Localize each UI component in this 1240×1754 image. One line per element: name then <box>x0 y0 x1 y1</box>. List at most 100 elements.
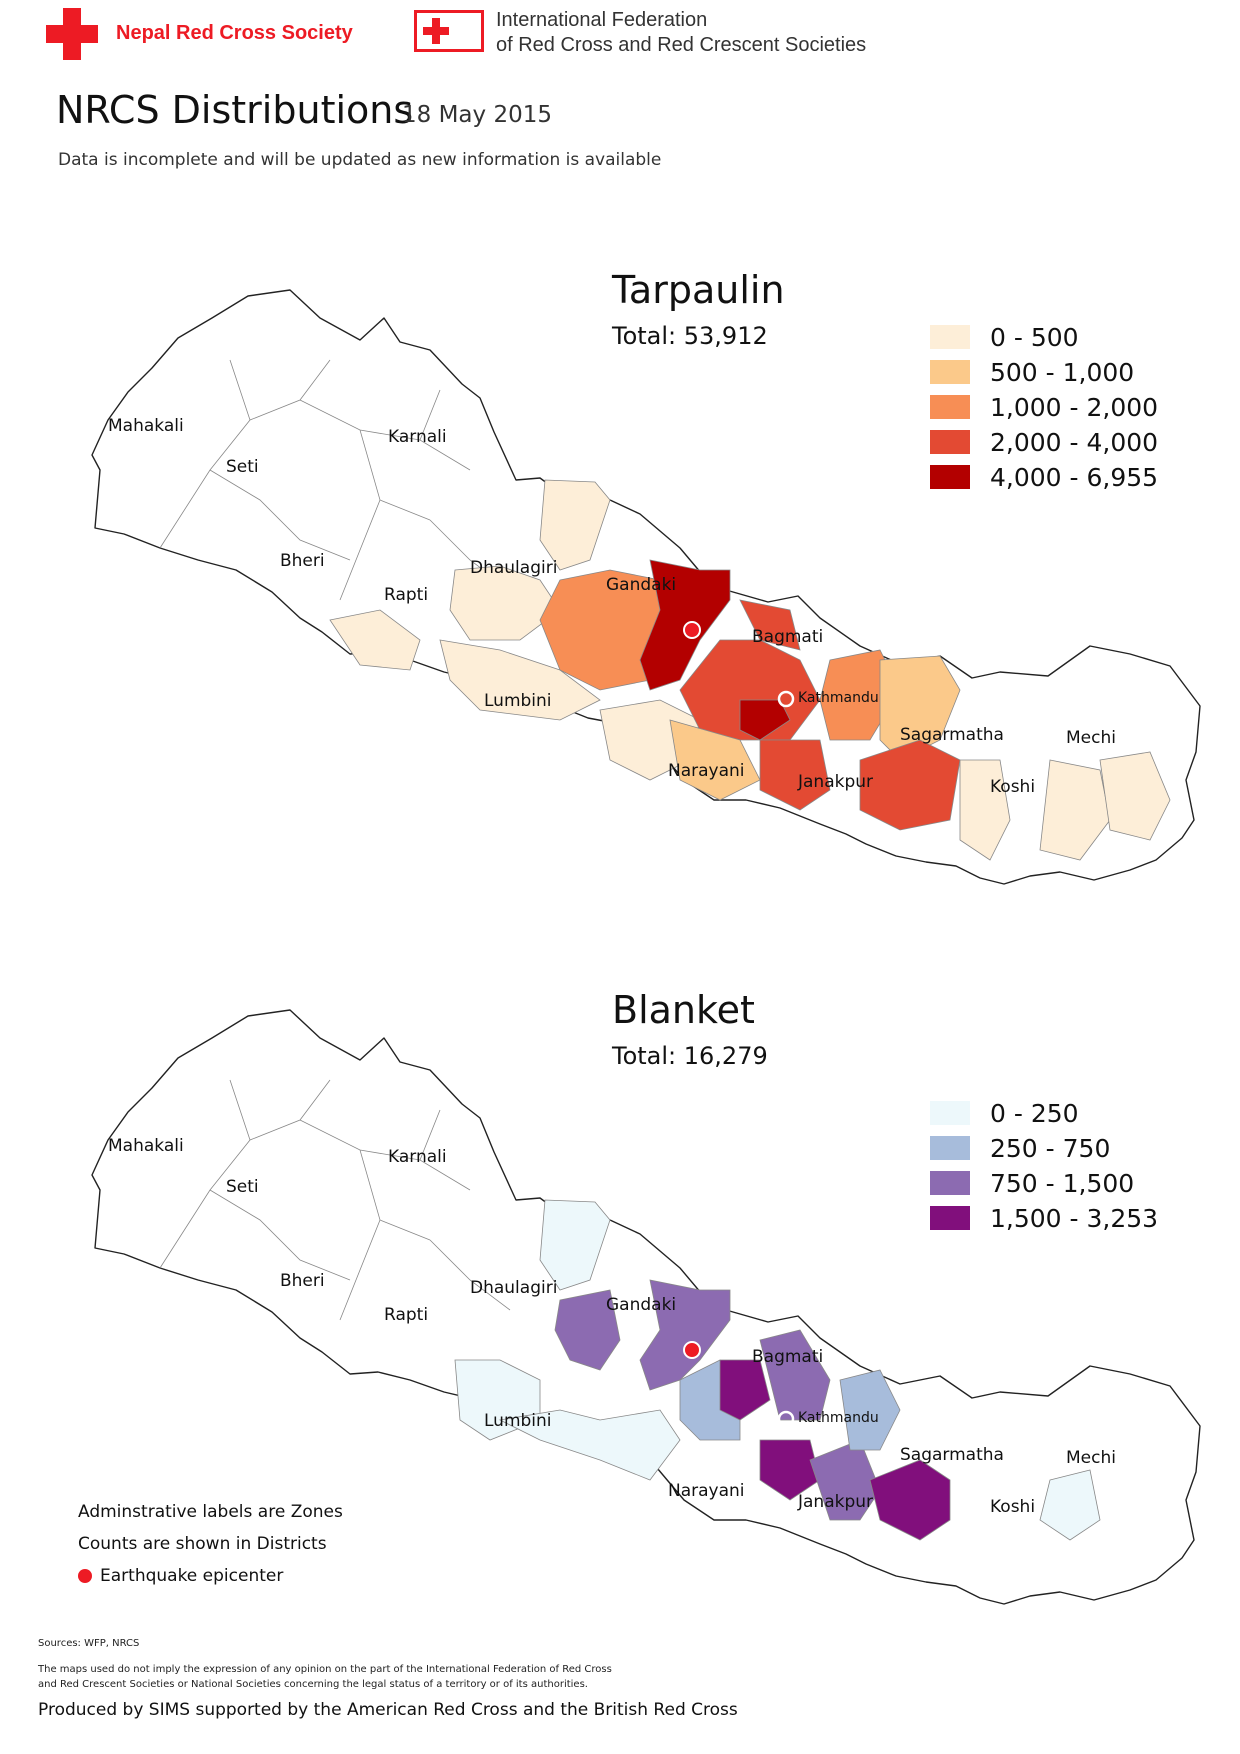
zone-label-karnali: Karnali <box>388 1147 447 1167</box>
legend-label: 1,500 - 3,253 <box>990 1203 1159 1233</box>
ifrc-name-line1: International Federation <box>496 9 708 31</box>
tarpaulin-legend-item: 4,000 - 6,955 <box>930 462 1158 492</box>
district <box>739 699 791 741</box>
zone-label-sagarmatha: Sagarmatha <box>900 1445 1004 1465</box>
legend-label: 2,000 - 4,000 <box>990 427 1159 457</box>
district <box>739 599 801 651</box>
district <box>539 479 611 571</box>
legend-swatch <box>930 360 970 384</box>
district <box>839 1369 901 1451</box>
epicenter-marker-icon <box>683 621 701 639</box>
zone-label-sagarmatha: Sagarmatha <box>900 725 1004 745</box>
district <box>1099 751 1171 841</box>
zone-label-kathmandu: Kathmandu <box>798 1410 879 1426</box>
blanket-legend-item: 750 - 1,500 <box>930 1168 1134 1198</box>
zone-label-koshi: Koshi <box>990 777 1035 797</box>
district <box>1039 759 1111 861</box>
tarpaulin-legend-item: 1,000 - 2,000 <box>930 392 1158 422</box>
zone-label-bheri: Bheri <box>280 551 325 571</box>
zone-label-bheri: Bheri <box>280 1271 325 1291</box>
legend-label: 0 - 500 <box>990 322 1079 352</box>
blanket-map-total: Total: 16,279 <box>612 1042 768 1070</box>
district <box>759 1439 821 1501</box>
ifrc-name: International Federation of Red Cross an… <box>496 8 866 58</box>
district <box>439 639 601 721</box>
zone-label-bagmati: Bagmati <box>752 627 823 647</box>
legend-swatch <box>930 1206 970 1230</box>
zone-label-rapti: Rapti <box>384 1305 428 1325</box>
epicenter-marker-icon <box>683 1341 701 1359</box>
district <box>879 655 961 761</box>
kathmandu-marker-icon <box>777 690 795 708</box>
zone-label-kathmandu: Kathmandu <box>798 690 879 706</box>
zone-label-mechi: Mechi <box>1066 1448 1116 1468</box>
disclaimer-line1: The maps used do not imply the expressio… <box>38 1664 612 1675</box>
district <box>539 1199 611 1291</box>
produced-by: Produced by SIMS supported by the Americ… <box>38 1700 738 1720</box>
note-epicenter: Earthquake epicenter <box>78 1566 343 1586</box>
district <box>859 739 961 831</box>
district <box>498 1409 681 1481</box>
blanket-map: Mahakali Seti Karnali Bheri Rapti Dhaula… <box>91 1009 1201 1605</box>
page-title: NRCS Distributions <box>56 88 414 132</box>
legend-label: 4,000 - 6,955 <box>990 462 1159 492</box>
disclaimer-line2: and Red Crescent Societies or National S… <box>38 1679 588 1690</box>
epicenter-dot-icon <box>78 1569 92 1583</box>
blanket-map-title: Blanket <box>612 988 755 1032</box>
district <box>329 609 421 671</box>
district <box>1039 1469 1101 1541</box>
district <box>759 739 831 811</box>
zone-label-seti: Seti <box>226 1177 259 1197</box>
tarpaulin-map-total: Total: 53,912 <box>612 322 768 350</box>
zone-label-mechi: Mechi <box>1066 728 1116 748</box>
map-notes: Adminstrative labels are Zones Counts ar… <box>78 1502 343 1586</box>
zone-label-narayani: Narayani <box>668 1481 745 1501</box>
zone-label-bagmati: Bagmati <box>752 1347 823 1367</box>
legend-label: 500 - 1,000 <box>990 357 1135 387</box>
zone-label-lumbini: Lumbini <box>484 1411 552 1431</box>
district-lines <box>159 1079 511 1321</box>
legend-swatch <box>930 395 970 419</box>
legend-swatch <box>930 1101 970 1125</box>
ifrc-logo-icon <box>414 10 484 52</box>
zone-label-lumbini: Lumbini <box>484 691 552 711</box>
legend-swatch <box>930 430 970 454</box>
zone-label-gandaki: Gandaki <box>606 1295 676 1315</box>
zone-label-mahakali: Mahakali <box>108 416 184 436</box>
zone-label-janakpur: Janakpur <box>797 1492 873 1512</box>
legend-swatch <box>930 1136 970 1160</box>
district <box>639 1279 731 1391</box>
zone-label-koshi: Koshi <box>990 1497 1035 1517</box>
blanket-legend-item: 1,500 - 3,253 <box>930 1203 1158 1233</box>
disclaimer: The maps used do not imply the expressio… <box>38 1662 612 1692</box>
red-cross-logo-icon <box>46 8 98 60</box>
blanket-legend-item: 0 - 250 <box>930 1098 1079 1128</box>
district <box>669 719 761 801</box>
zone-label-seti: Seti <box>226 457 259 477</box>
legend-label: 0 - 250 <box>990 1098 1079 1128</box>
zone-label-narayani: Narayani <box>668 761 745 781</box>
legend-swatch <box>930 465 970 489</box>
nrcs-name: Nepal Red Cross Society <box>116 22 353 44</box>
zone-label-mahakali: Mahakali <box>108 1136 184 1156</box>
district <box>554 1289 621 1371</box>
tarpaulin-map: Mahakali Seti Karnali Bheri Rapti Dhaula… <box>91 289 1201 885</box>
zone-label-janakpur: Janakpur <box>797 772 873 792</box>
district <box>759 1329 831 1421</box>
legend-label: 750 - 1,500 <box>990 1168 1135 1198</box>
zone-label-karnali: Karnali <box>388 427 447 447</box>
tarpaulin-legend-item: 0 - 500 <box>930 322 1079 352</box>
legend-label: 1,000 - 2,000 <box>990 392 1159 422</box>
legend-swatch <box>930 1171 970 1195</box>
blanket-legend-item: 250 - 750 <box>930 1133 1110 1163</box>
note-districts: Counts are shown in Districts <box>78 1534 327 1554</box>
zone-label-rapti: Rapti <box>384 585 428 605</box>
page-date: 18 May 2015 <box>402 102 552 128</box>
note-epicenter-label: Earthquake epicenter <box>100 1566 284 1586</box>
district <box>719 1359 771 1421</box>
ifrc-cross-crescent-icon <box>423 17 469 45</box>
kathmandu-marker-icon <box>777 1410 795 1428</box>
zone-label-dhaulagiri: Dhaulagiri <box>470 1278 557 1298</box>
district <box>959 759 1011 861</box>
ifrc-name-line2: of Red Cross and Red Crescent Societies <box>496 34 867 56</box>
